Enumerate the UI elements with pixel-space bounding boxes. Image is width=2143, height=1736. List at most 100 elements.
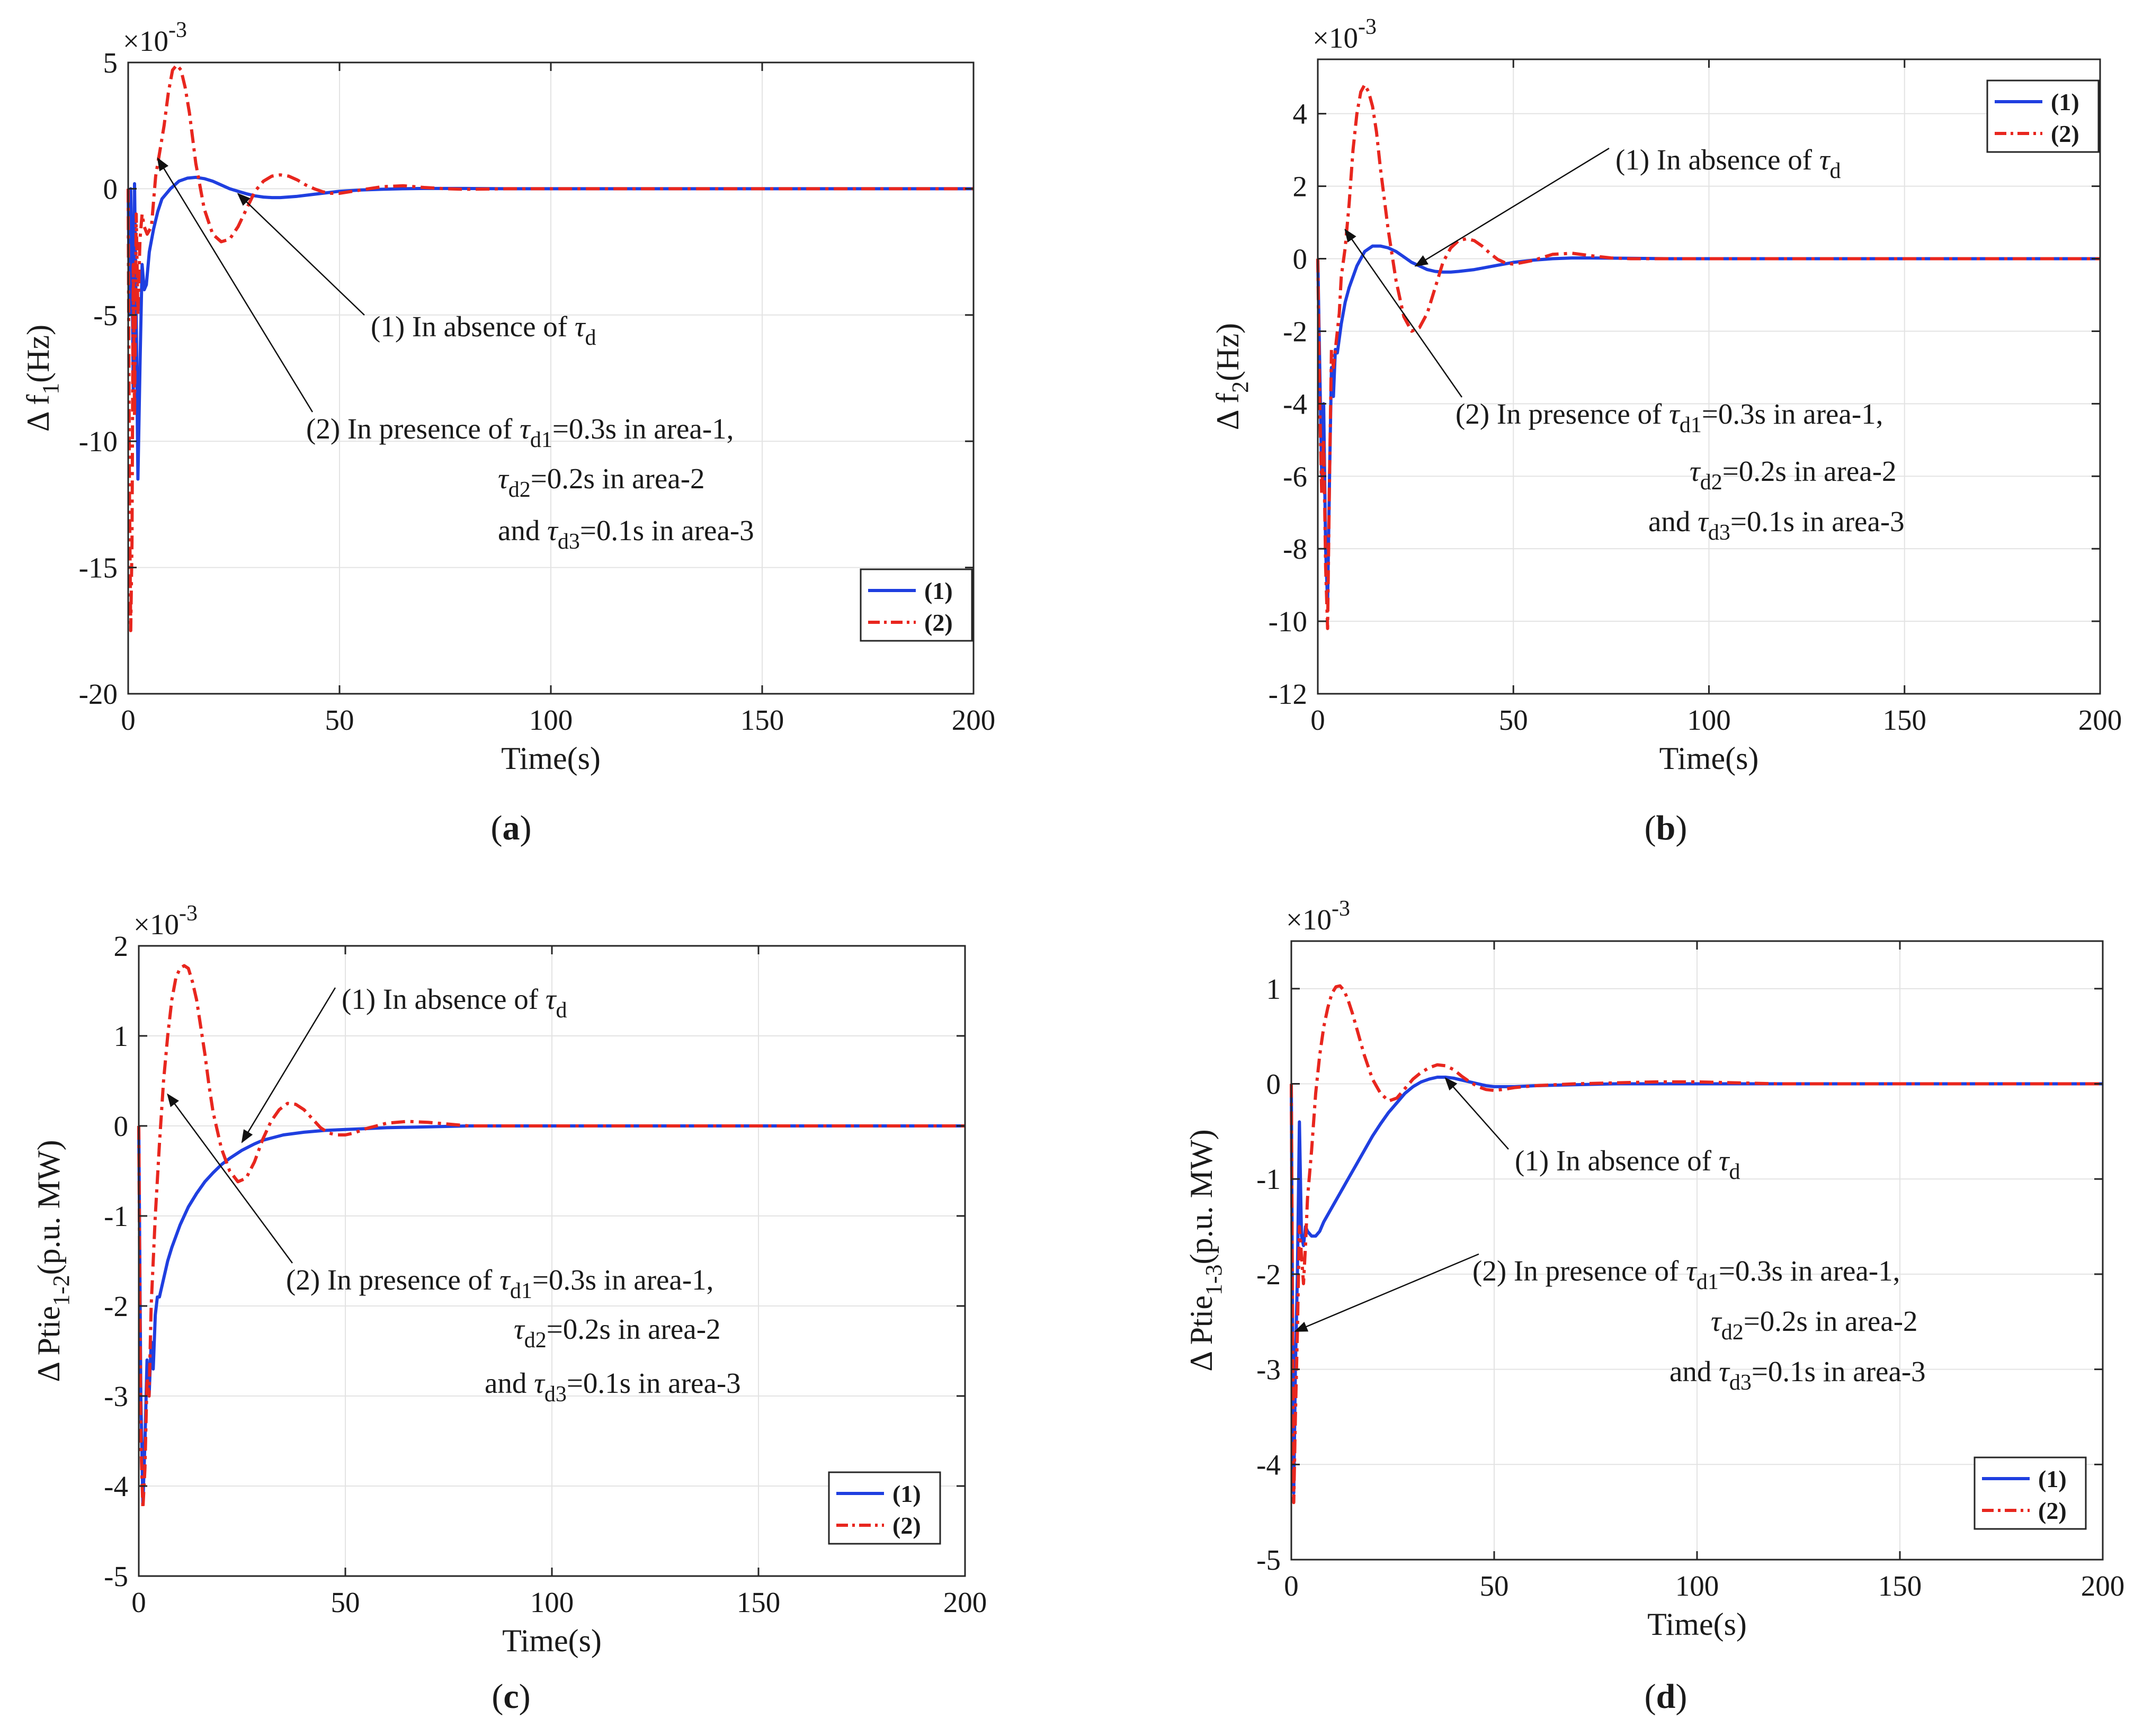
legend-box — [1974, 1456, 2087, 1530]
y-tick-label: 4 — [1293, 98, 1308, 130]
annotation-prefix: (2) In presence of — [1456, 398, 1669, 430]
axis-exponent: ×10-3 — [133, 901, 198, 941]
chart-panel-b: 0 50 100 150 200 -12 -10 -8 -6 -4 -2 0 2 4 ×10-3 Time(s… — [1210, 15, 2122, 847]
y-tick-label: -6 — [1283, 460, 1307, 493]
y-tick-label: 0 — [114, 1110, 129, 1142]
annotation-text: (1) In absence of τd — [1515, 1144, 1740, 1184]
annotation-text: τd2=0.2s in area-2 — [1690, 455, 1897, 495]
annotation-arrow — [157, 157, 314, 413]
annotation-text: τd2=0.2s in area-2 — [498, 462, 705, 502]
y-tick-label: 1 — [1266, 973, 1281, 1005]
axis-exponent: ×10-3 — [1312, 15, 1377, 54]
y-tick-label: -12 — [1269, 678, 1307, 710]
annotation-text: and τd3=0.1s in area-3 — [1648, 505, 1905, 545]
tau-subscript: d — [585, 326, 596, 350]
panel-label: (d) — [1645, 1677, 1687, 1716]
series-line-1 — [1290, 1076, 2103, 1495]
y-tick-label: -15 — [79, 552, 118, 584]
y-label-main: Δ f — [1210, 393, 1245, 430]
y-axis-label: Δ Ptie1-2(p.u. MW) — [31, 1140, 74, 1382]
y-tick-label: -10 — [79, 425, 118, 458]
tau-symbol: τ — [1819, 144, 1831, 176]
y-label-sub: 1 — [38, 383, 64, 395]
annotation-text: τd2=0.2s in area-2 — [514, 1313, 721, 1353]
x-tick-label: 200 — [2081, 1570, 2125, 1602]
annotation-arrow — [237, 193, 365, 316]
y-tick-label: -20 — [79, 678, 118, 710]
exponent-power: -3 — [179, 901, 198, 926]
annotation-suffix: =0.3s in area-1, — [1702, 398, 1883, 430]
tau-symbol: τ — [1719, 1355, 1730, 1388]
series-line-2 — [1316, 83, 2100, 630]
tau-subscript: d1 — [1696, 1270, 1719, 1294]
annotation-suffix: =0.1s in area-3 — [567, 1367, 741, 1399]
legend-box — [1986, 79, 2100, 153]
tau-subscript: d1 — [510, 1279, 532, 1303]
chart-panel-a: 0 50 100 150 200 -20 -15 -10 -5 0 5×10-3 Time(s) Δ f… — [21, 18, 995, 847]
x-axis-label: Time(s) — [502, 1623, 602, 1658]
x-tick-label: 100 — [530, 1586, 574, 1618]
y-tick-label: 5 — [103, 47, 118, 79]
annotation-arrow — [1344, 228, 1463, 398]
y-axis-label: Δ Ptie1-3(p.u. MW) — [1184, 1129, 1227, 1371]
panel-label: (b) — [1645, 809, 1687, 847]
tau-symbol: τ — [1686, 1255, 1698, 1287]
annotation-prefix: (2) In presence of — [1472, 1255, 1686, 1287]
annotation-text: (2) In presence of τd1=0.3s in area-1, — [1472, 1255, 1900, 1294]
legend-label-2: (2) — [2051, 120, 2079, 147]
y-tick-label: -8 — [1283, 533, 1307, 565]
x-tick-label: 0 — [121, 704, 136, 736]
y-label-unit: (p.u. MW) — [1184, 1129, 1219, 1264]
y-tick-label: -10 — [1269, 605, 1307, 638]
annotation-prefix: (1) In absence of — [342, 983, 546, 1015]
y-label-main: Δ f — [21, 395, 56, 432]
y-tick-label: 2 — [1293, 171, 1308, 203]
series-line-1 — [127, 175, 974, 481]
exponent-power: -3 — [168, 18, 187, 42]
tau-symbol: τ — [498, 462, 510, 495]
x-tick-label: 50 — [1499, 704, 1528, 736]
series-line-2 — [1290, 984, 2103, 1505]
y-label-main: Δ Ptie — [31, 1306, 66, 1382]
x-tick-label: 150 — [740, 704, 784, 736]
annotation-arrow — [167, 1093, 293, 1264]
tau-subscript: d1 — [1680, 413, 1702, 437]
tau-subscript: d — [1830, 159, 1841, 183]
exponent-power: -3 — [1332, 897, 1350, 921]
legend-box — [828, 1471, 941, 1545]
legend-label-2: (2) — [892, 1512, 921, 1539]
y-tick-label: -4 — [1283, 388, 1307, 420]
annotation-prefix: (2) In presence of — [286, 1264, 499, 1296]
x-tick-label: 150 — [737, 1586, 781, 1618]
x-tick-label: 0 — [131, 1586, 146, 1618]
annotation-suffix: =0.3s in area-1, — [1719, 1255, 1900, 1287]
y-tick-label: -4 — [1256, 1448, 1281, 1481]
annotation-text: (1) In absence of τd — [1615, 144, 1841, 183]
exponent-base: ×10 — [133, 908, 179, 941]
y-label-unit: (p.u. MW) — [31, 1140, 66, 1275]
legend-label-1: (1) — [2038, 1465, 2067, 1492]
y-label-sub: 2 — [1227, 381, 1253, 393]
annotation-suffix: =0.1s in area-3 — [1752, 1355, 1926, 1388]
x-tick-label: 0 — [1310, 704, 1325, 736]
y-tick-label: 0 — [1266, 1068, 1281, 1100]
tau-subscript: d2 — [508, 478, 531, 502]
x-tick-label: 200 — [2078, 704, 2122, 736]
annotation-text: and τd3=0.1s in area-3 — [498, 514, 754, 554]
legend-label-1: (1) — [892, 1480, 921, 1507]
y-label-unit: (Hz) — [1210, 323, 1245, 381]
tau-symbol: τ — [520, 413, 531, 445]
exponent-base: ×10 — [123, 25, 168, 57]
tau-symbol: τ — [499, 1264, 511, 1296]
y-axis-label: Δ f2(Hz) — [1210, 323, 1253, 430]
annotation-suffix: =0.1s in area-3 — [580, 514, 754, 547]
tau-symbol: τ — [575, 310, 586, 343]
y-tick-label: -5 — [1256, 1544, 1281, 1576]
tau-symbol: τ — [1711, 1305, 1722, 1337]
annotation-prefix: and — [485, 1367, 534, 1399]
annotation-text: and τd3=0.1s in area-3 — [1669, 1355, 1926, 1395]
y-tick-label: 2 — [114, 930, 129, 962]
annotation-prefix: and — [1669, 1355, 1719, 1388]
exponent-base: ×10 — [1312, 22, 1358, 54]
